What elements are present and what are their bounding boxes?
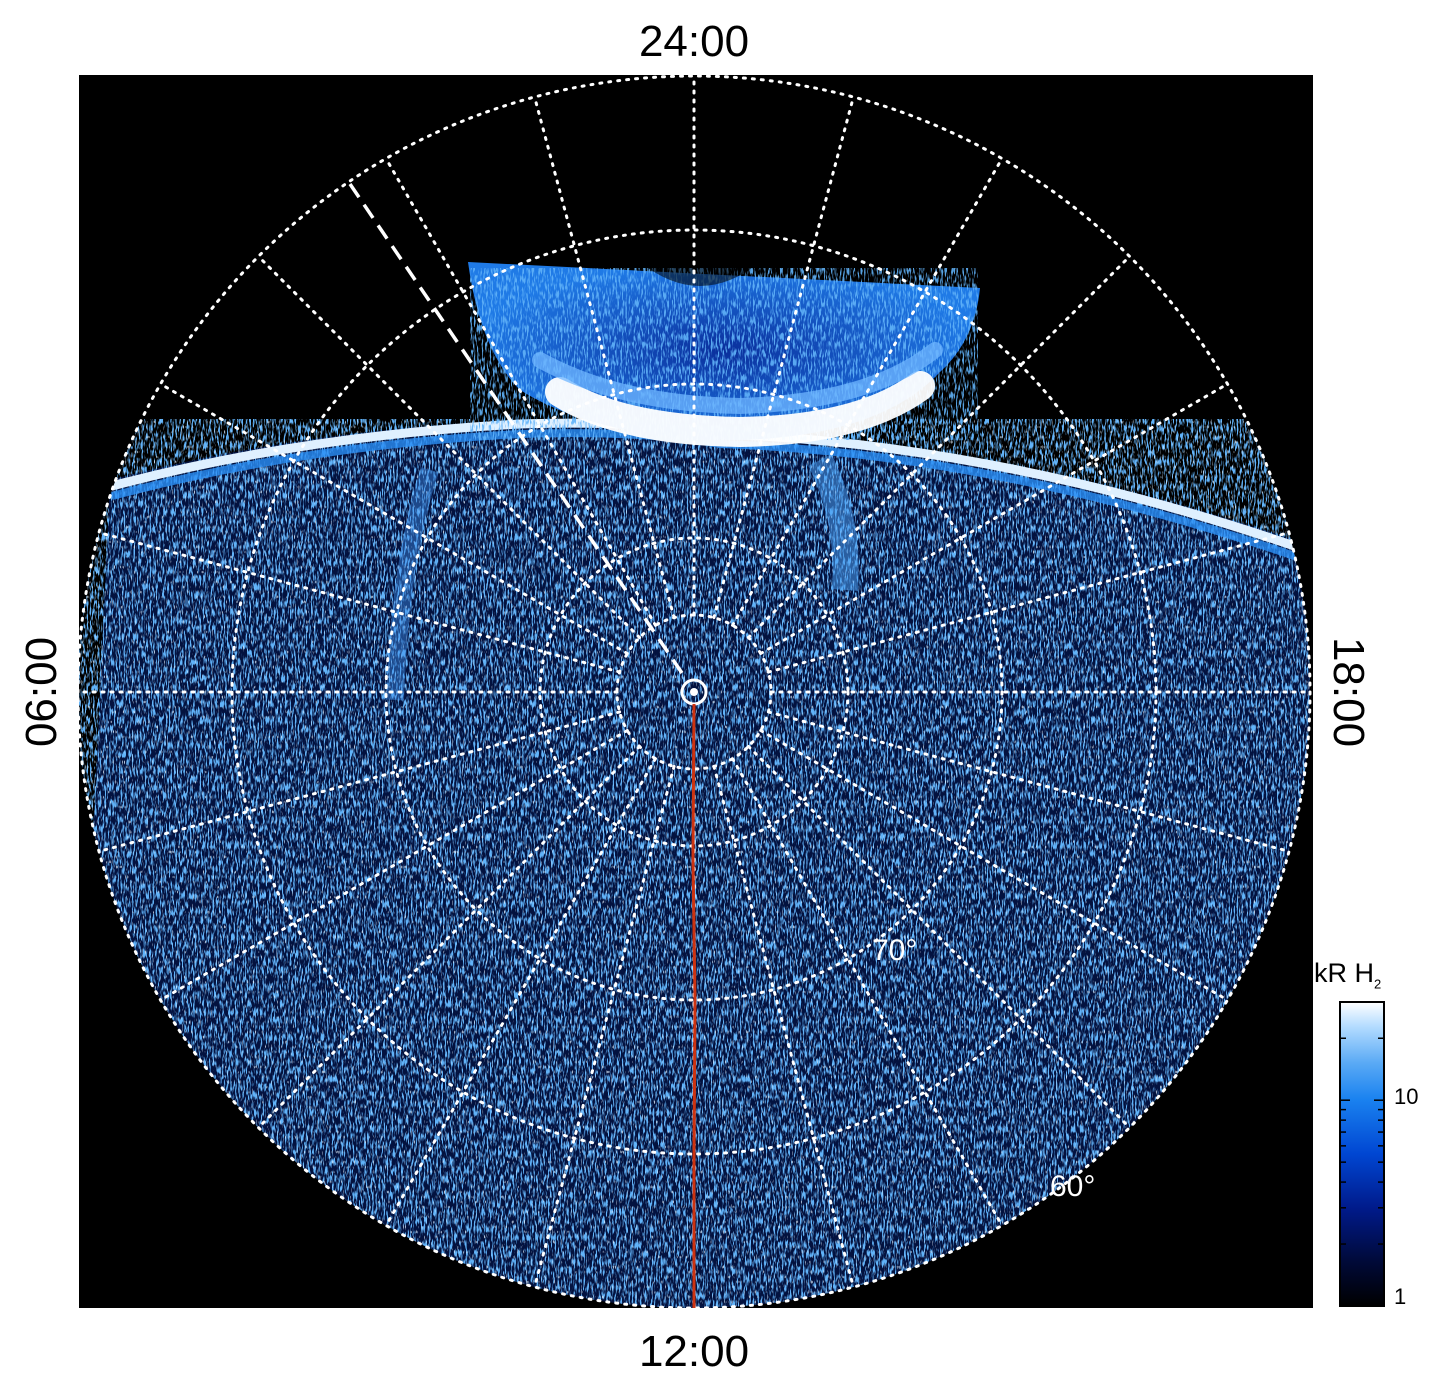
grid-meridian-13 xyxy=(712,764,855,1289)
grid-circle-60 xyxy=(230,228,1158,1156)
grid-circle-70 xyxy=(384,382,1004,1002)
latitude-label-70: 70° xyxy=(872,934,917,967)
colorbar-tick-10: 10 xyxy=(1394,1084,1419,1109)
local-time-label-left: 06:00 xyxy=(17,636,66,748)
local-time-label-bottom: 12:00 xyxy=(638,1327,750,1376)
grid-meridian-22 xyxy=(731,157,1004,627)
grid-meridian-17 xyxy=(766,710,1291,853)
pole-dot xyxy=(690,688,698,696)
grid-circle-outer xyxy=(76,74,1312,1310)
grid-meridian-10 xyxy=(384,757,657,1227)
grid-meridian-9 xyxy=(256,744,642,1130)
grid-meridian-15 xyxy=(746,744,1132,1130)
grid-meridian-23 xyxy=(712,95,855,620)
grid-meridian-21 xyxy=(746,254,1132,640)
latitude-label-60: 60° xyxy=(1050,1170,1095,1203)
grid-meridian-19 xyxy=(766,531,1291,674)
grid-meridian-11 xyxy=(533,764,676,1289)
colorbar-title-text: kR H xyxy=(1314,958,1374,988)
grid-meridian-8 xyxy=(159,729,629,1002)
colorbar-ticks xyxy=(1340,1001,1384,1307)
grid-meridian-5 xyxy=(97,531,622,674)
grid-meridian-14 xyxy=(731,757,1004,1227)
colorbar-tick-1: 1 xyxy=(1394,1284,1407,1309)
noon-meridian-line xyxy=(691,703,697,1308)
local-time-label-right: 18:00 xyxy=(1324,636,1373,748)
grid-meridian-20 xyxy=(759,382,1229,655)
colorbar xyxy=(1339,1001,1385,1307)
grid-meridian-16 xyxy=(759,729,1229,1002)
local-time-label-top: 24:00 xyxy=(638,17,750,66)
grid-meridian-2 xyxy=(384,157,657,627)
auroral-oval xyxy=(386,262,980,701)
grid-meridian-3 xyxy=(256,254,642,640)
grid-meridian-7 xyxy=(97,710,622,853)
grid-meridian-4 xyxy=(159,382,629,655)
grid-meridian-1 xyxy=(533,95,676,620)
colorbar-title: kR H2 xyxy=(1314,958,1381,991)
colorbar-title-subscript: 2 xyxy=(1374,976,1382,992)
